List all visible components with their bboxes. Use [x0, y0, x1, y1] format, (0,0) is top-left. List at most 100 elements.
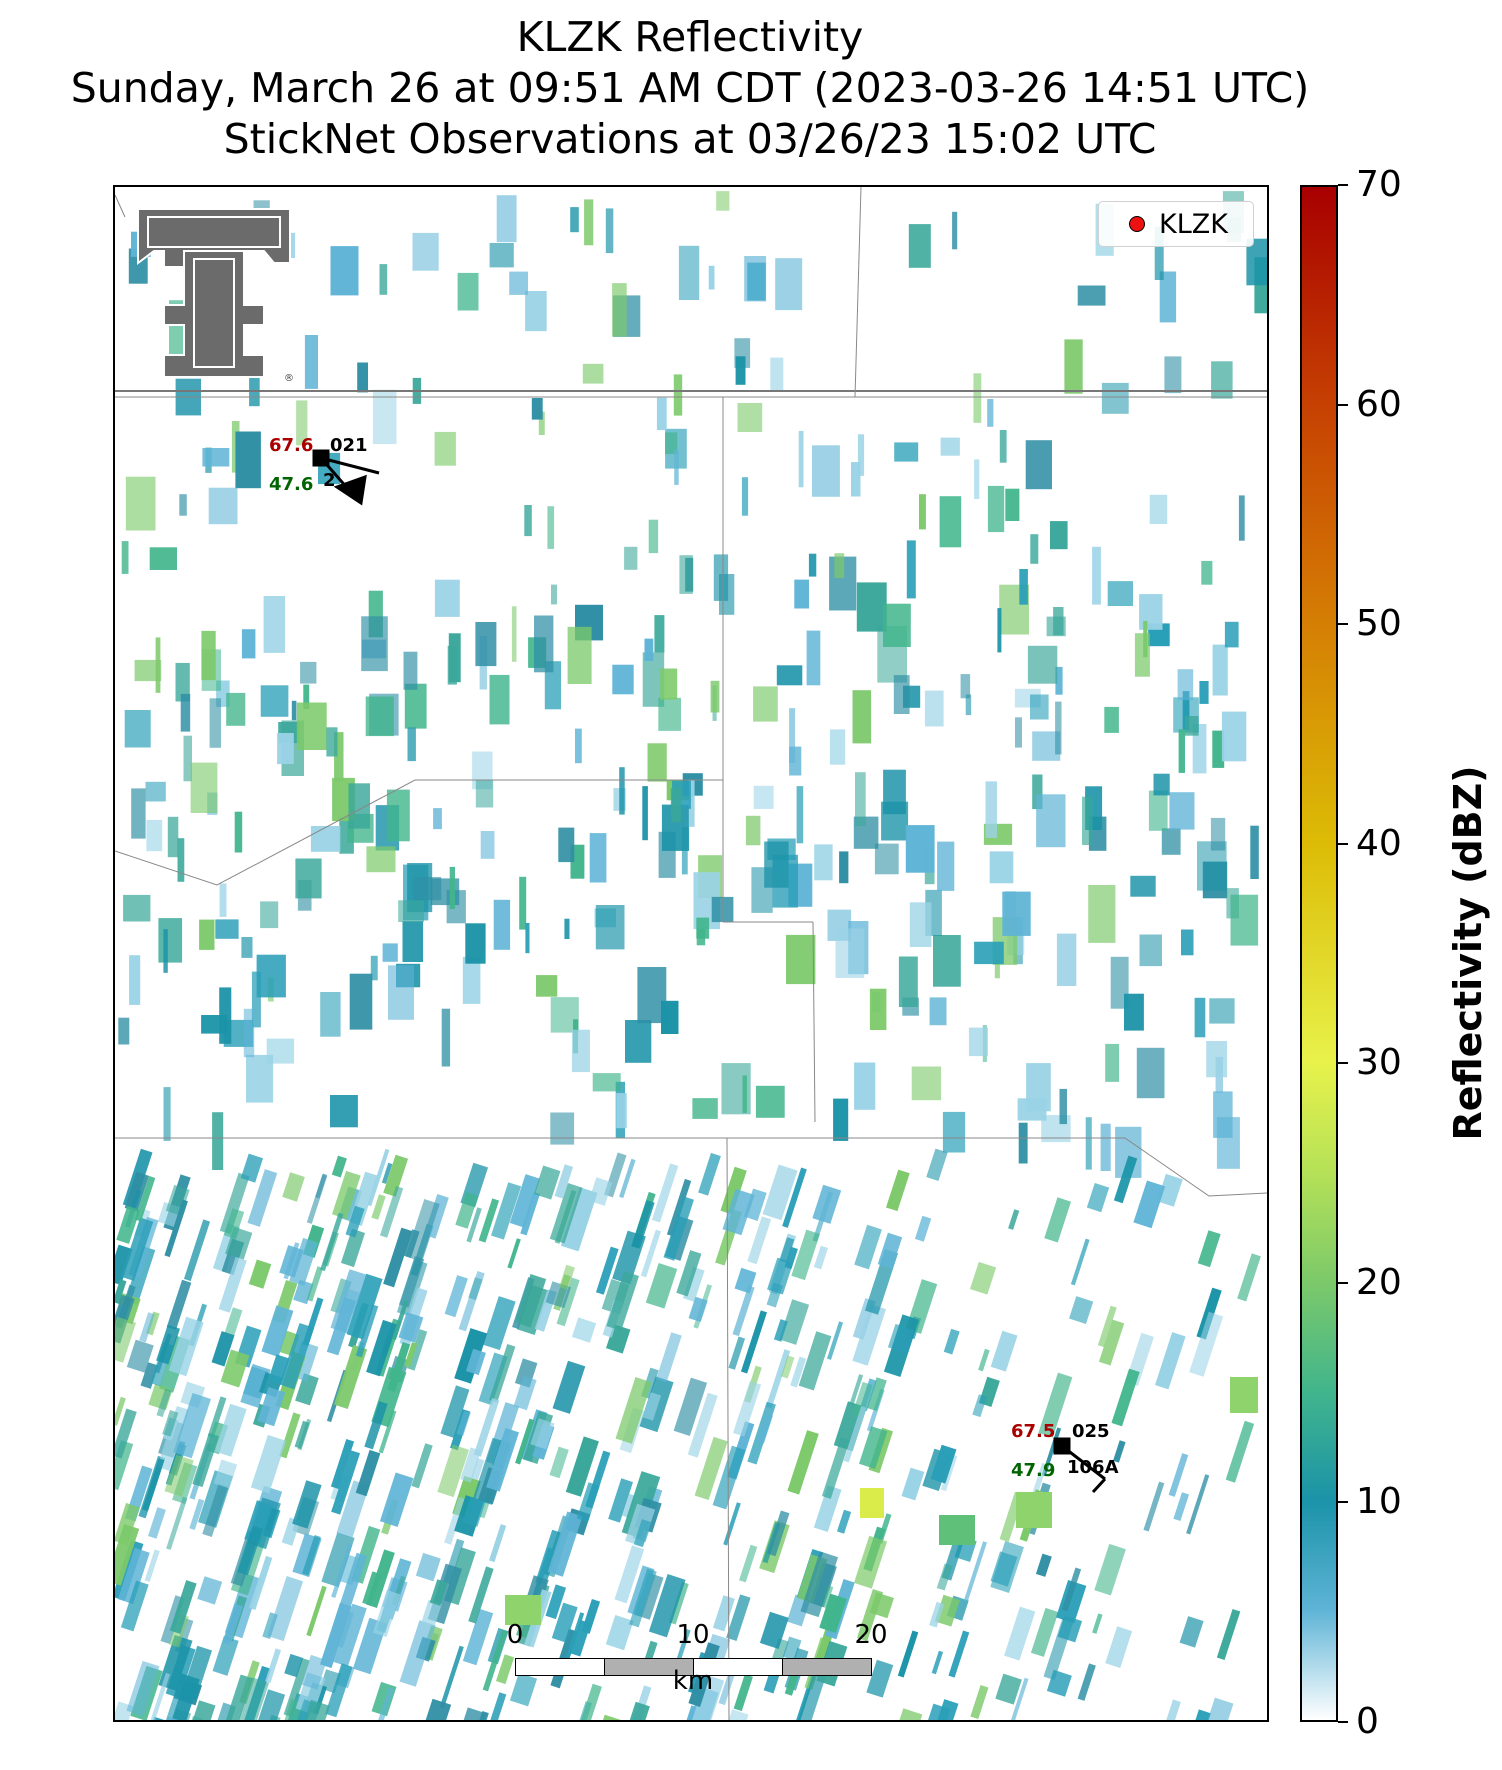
reflectivity-echo — [973, 373, 982, 423]
reflectivity-echo — [781, 1355, 795, 1379]
reflectivity-echo — [835, 928, 865, 978]
reflectivity-echo — [1070, 1238, 1090, 1286]
scale-unit: km — [672, 1666, 714, 1696]
reflectivity-echo — [857, 434, 865, 476]
reflectivity-echo — [584, 199, 594, 246]
reflectivity-echo — [710, 680, 720, 713]
reflectivity-echo — [1082, 796, 1093, 845]
reflectivity-echo — [142, 1458, 165, 1512]
reflectivity-echo — [666, 1178, 692, 1237]
reflectivity-echo — [1077, 285, 1106, 306]
reflectivity-echo — [145, 781, 166, 802]
reflectivity-echo — [812, 1184, 842, 1224]
reflectivity-echo — [742, 1075, 747, 1113]
reflectivity-echo — [629, 1568, 657, 1628]
map-legend: KLZK — [1098, 201, 1254, 247]
reflectivity-echo — [223, 1208, 245, 1239]
klzk-marker-icon — [1129, 216, 1145, 232]
colorbar-tick-label: 10 — [1356, 1481, 1402, 1523]
reflectivity-echo — [1092, 1613, 1103, 1634]
reflectivity-echo — [751, 867, 773, 913]
reflectivity-echo — [718, 1670, 736, 1706]
reflectivity-echo — [403, 651, 418, 690]
reflectivity-echo — [883, 603, 911, 647]
reflectivity-echo — [886, 1169, 910, 1212]
reflectivity-echo — [297, 1418, 312, 1451]
reflectivity-echo — [434, 431, 456, 466]
reflectivity-echo — [866, 1377, 887, 1412]
reflectivity-echo — [905, 825, 935, 873]
reflectivity-echo — [1005, 488, 1020, 521]
reflectivity-echo — [446, 890, 466, 924]
logo-trademark: ® — [284, 373, 294, 384]
reflectivity-echo — [894, 442, 919, 462]
reflectivity-echo — [257, 1387, 286, 1427]
reflectivity-echo — [974, 459, 980, 499]
reflectivity-echo — [164, 1454, 194, 1497]
reflectivity-echo — [165, 1184, 190, 1216]
reflectivity-echo — [995, 1673, 1022, 1705]
reflectivity-echo — [715, 1709, 749, 1720]
reflectivity-echo — [320, 992, 341, 1037]
reflectivity-echo — [125, 476, 156, 531]
reflectivity-echo — [177, 838, 185, 882]
reflectivity-echo — [340, 1552, 368, 1608]
reflectivity-echo — [997, 608, 1002, 653]
reflectivity-echo — [267, 1576, 304, 1642]
reflectivity-echo — [300, 661, 317, 684]
reflectivity-echo — [1212, 644, 1228, 696]
reflectivity-echo — [743, 1188, 767, 1221]
reflectivity-echo — [493, 899, 511, 950]
reflectivity-echo — [744, 256, 767, 302]
reflectivity-echo — [310, 826, 341, 852]
reflectivity-echo — [222, 1603, 243, 1645]
reflectivity-echo — [1157, 1173, 1183, 1207]
reflectivity-echo — [147, 1672, 171, 1720]
reflectivity-echo — [858, 1426, 888, 1470]
reflectivity-echo — [688, 1296, 708, 1323]
reflectivity-echo — [1179, 1616, 1204, 1648]
reflectivity-echo — [589, 833, 607, 883]
reflectivity-echo — [970, 1684, 989, 1720]
reflectivity-echo — [381, 1162, 393, 1184]
station-021-station-id: 2 — [323, 470, 336, 491]
reflectivity-echo — [349, 973, 373, 1030]
reflectivity-echo — [407, 727, 416, 762]
reflectivity-echo — [765, 1349, 791, 1409]
reflectivity-echo — [183, 735, 192, 782]
reflectivity-echo — [978, 1348, 990, 1372]
reflectivity-echo — [268, 1354, 290, 1385]
reflectivity-echo — [296, 702, 327, 750]
colorbar-tick-label: 70 — [1356, 164, 1402, 205]
reflectivity-echo — [139, 1312, 155, 1343]
reflectivity-echo — [654, 615, 665, 653]
reflectivity-echo — [909, 902, 932, 947]
colorbar-tick-label: 40 — [1356, 822, 1402, 864]
reflectivity-echo — [877, 1232, 903, 1269]
reflectivity-echo — [1133, 1180, 1166, 1229]
reflectivity-echo — [676, 1250, 702, 1297]
reflectivity-echo — [448, 633, 461, 683]
reflectivity-echo — [489, 1343, 516, 1403]
reflectivity-echo — [303, 684, 310, 709]
reflectivity-echo — [167, 816, 179, 858]
reflectivity-echo — [608, 1478, 633, 1523]
reflectivity-echo — [265, 1648, 282, 1683]
reflectivity-echo — [218, 1256, 247, 1313]
reflectivity-echo — [575, 1683, 602, 1720]
reflectivity-echo — [190, 762, 218, 813]
reflectivity-echo — [333, 1344, 368, 1410]
reflectivity-echo — [1130, 875, 1156, 897]
reflectivity-echo — [1055, 666, 1063, 695]
reflectivity-echo — [839, 851, 849, 884]
reflectivity-echo — [648, 1574, 686, 1638]
reflectivity-echo — [1107, 581, 1133, 606]
reflectivity-echo — [332, 1170, 361, 1219]
reflectivity-echo — [234, 811, 243, 853]
reflectivity-echo — [1030, 694, 1049, 720]
reflectivity-echo — [550, 1112, 575, 1145]
reflectivity-echo — [1104, 706, 1119, 733]
station-021-flag — [333, 474, 367, 506]
reflectivity-echo — [800, 1551, 839, 1618]
reflectivity-echo — [1139, 594, 1163, 630]
